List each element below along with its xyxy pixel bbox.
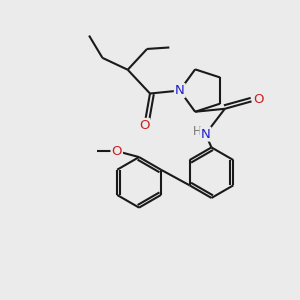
Text: O: O <box>139 119 149 132</box>
Text: N: N <box>201 128 210 140</box>
Text: H: H <box>193 125 202 138</box>
Text: N: N <box>175 84 184 97</box>
Text: O: O <box>112 145 122 158</box>
Text: O: O <box>253 93 263 106</box>
